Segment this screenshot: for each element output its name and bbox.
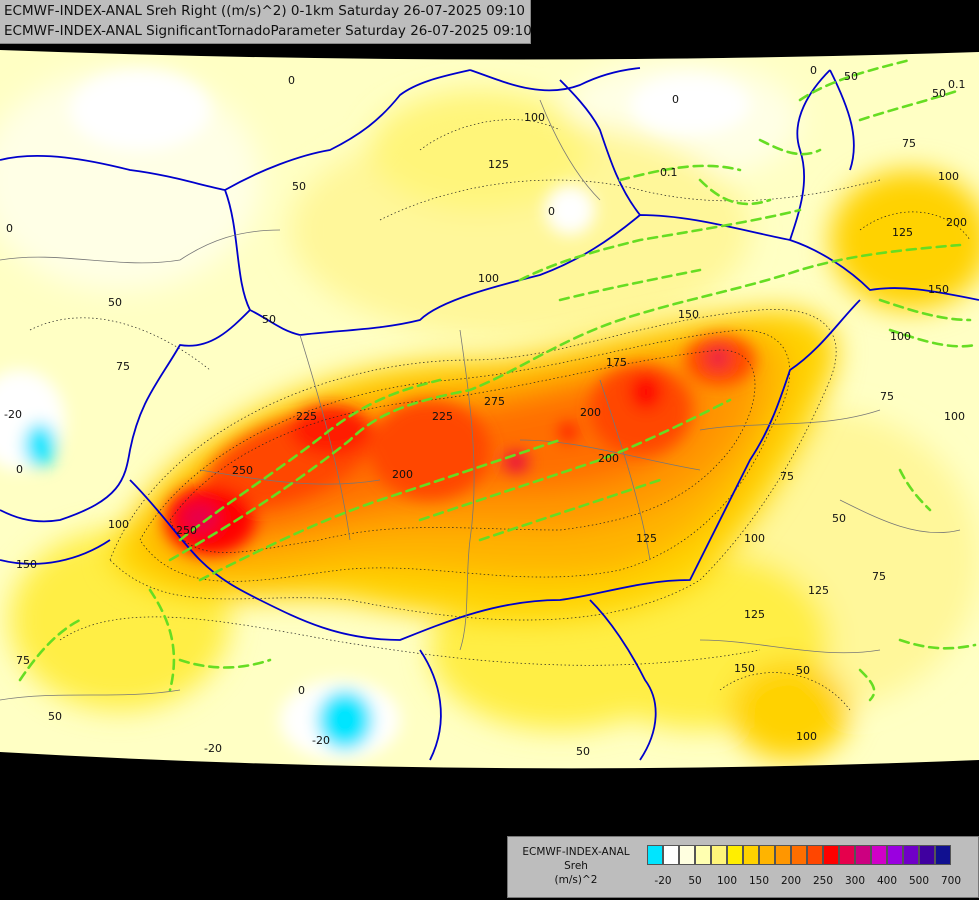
legend-tick: 150 — [748, 875, 770, 887]
contour-label: 50 — [48, 710, 62, 723]
contour-label: 50 — [262, 313, 276, 326]
contour-label: 50 — [932, 87, 946, 100]
contour-label: 75 — [16, 654, 30, 667]
legend-tick: 500 — [908, 875, 930, 887]
legend-tick: 700 — [940, 875, 962, 887]
contour-label: 150 — [928, 283, 949, 296]
legend-tick: 100 — [716, 875, 738, 887]
contour-label: 75 — [872, 570, 886, 583]
contour-label: 200 — [392, 468, 413, 481]
contour-label: 50 — [292, 180, 306, 193]
contour-label: 125 — [488, 158, 509, 171]
stp-contours — [18, 58, 977, 702]
contour-label: 225 — [296, 410, 317, 423]
legend-tick: 250 — [812, 875, 834, 887]
contour-label: 75 — [116, 360, 130, 373]
contour-label: 75 — [780, 470, 794, 483]
contour-label: 225 — [432, 410, 453, 423]
legend-tick: 300 — [844, 875, 866, 887]
contour-label: 50 — [832, 512, 846, 525]
legend-swatch — [919, 845, 935, 865]
contour-label: 50 — [576, 745, 590, 758]
contour-label: 125 — [636, 532, 657, 545]
contour-label: 250 — [176, 524, 197, 537]
contour-label: -20 — [204, 742, 222, 755]
stp-label: 0.1 — [948, 78, 966, 91]
contour-label: 200 — [580, 406, 601, 419]
contour-label: 0 — [548, 205, 555, 218]
contour-label: 200 — [598, 452, 619, 465]
contour-label: 100 — [478, 272, 499, 285]
legend-swatch — [743, 845, 759, 865]
contour-label: 50 — [108, 296, 122, 309]
contour-label: 0 — [6, 222, 13, 235]
map-title-box: ECMWF-INDEX-ANAL Sreh Right ((m/s)^2) 0-… — [0, 0, 532, 44]
regional-lines — [0, 99, 961, 701]
contour-label: 150 — [734, 662, 755, 675]
map-title-line-2: ECMWF-INDEX-ANAL SignificantTornadoParam… — [4, 23, 532, 39]
legend-swatch — [759, 845, 775, 865]
legend-swatches — [647, 845, 951, 865]
legend-swatch — [887, 845, 903, 865]
contour-label: 150 — [678, 308, 699, 321]
legend-swatch — [935, 845, 951, 865]
legend-swatch — [823, 845, 839, 865]
legend-tick: -20 — [654, 875, 672, 887]
legend-tick: 50 — [688, 875, 702, 887]
map-title-line-1: ECMWF-INDEX-ANAL Sreh Right ((m/s)^2) 0-… — [4, 3, 526, 19]
contour-label: 200 — [946, 216, 967, 229]
legend-swatch — [695, 845, 711, 865]
stp-label: 0.1 — [660, 166, 678, 179]
legend-swatch — [871, 845, 887, 865]
legend-swatch — [711, 845, 727, 865]
legend-swatch — [775, 845, 791, 865]
contour-label: 150 — [16, 558, 37, 571]
contour-label: 75 — [880, 390, 894, 403]
country-borders — [0, 67, 979, 761]
contour-label: 100 — [796, 730, 817, 743]
legend-unit: (m/s)^2 — [554, 874, 598, 886]
contour-label: 175 — [606, 356, 627, 369]
contour-label: 0 — [288, 74, 295, 87]
contour-label: 100 — [890, 330, 911, 343]
contour-label: 0 — [810, 64, 817, 77]
contour-label: -20 — [4, 408, 22, 421]
contour-label: -20 — [312, 734, 330, 747]
legend-swatch — [727, 845, 743, 865]
legend-model-name: ECMWF-INDEX-ANAL — [522, 846, 630, 858]
contour-label: 50 — [796, 664, 810, 677]
legend-swatch — [679, 845, 695, 865]
contour-label: 75 — [902, 137, 916, 150]
sreh-contours — [29, 119, 971, 711]
legend-swatch — [839, 845, 855, 865]
legend-tick: 400 — [876, 875, 898, 887]
contour-label: 125 — [892, 226, 913, 239]
contour-label: 100 — [744, 532, 765, 545]
sreh-field — [0, 50, 979, 769]
contour-label: 125 — [744, 608, 765, 621]
contour-label: 50 — [844, 70, 858, 83]
legend-swatch — [791, 845, 807, 865]
legend-swatch — [855, 845, 871, 865]
legend-parameter-name: Sreh — [564, 860, 588, 872]
legend-ticks: -20 50 100 150 200 250 300 400 500 700 — [647, 875, 977, 889]
contour-label: 100 — [524, 111, 545, 124]
contour-label: 100 — [944, 410, 965, 423]
contour-label: 100 — [108, 518, 129, 531]
contour-label: 275 — [484, 395, 505, 408]
legend-swatch — [663, 845, 679, 865]
contour-label: 0 — [672, 93, 679, 106]
legend-swatch — [903, 845, 919, 865]
legend-tick: 200 — [780, 875, 802, 887]
legend-swatch — [647, 845, 663, 865]
color-legend: ECMWF-INDEX-ANAL Sreh (m/s)^2 -20 50 100 15… — [507, 836, 979, 898]
legend-swatch — [807, 845, 823, 865]
contour-labels: 0 0 0 0 0 0 0 50 50 50 50 50 50 50 50 50… — [4, 64, 967, 758]
contour-label: 0 — [298, 684, 305, 697]
contour-label: 0 — [16, 463, 23, 476]
contour-label: 250 — [232, 464, 253, 477]
contour-label: 100 — [938, 170, 959, 183]
contour-label: 125 — [808, 584, 829, 597]
